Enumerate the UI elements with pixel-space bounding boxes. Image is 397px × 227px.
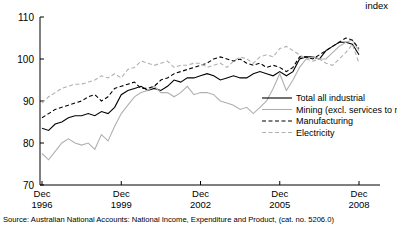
x-tick-label: Dec2005 [269, 188, 290, 210]
x-tick-label-line: 1996 [31, 199, 52, 210]
y-axis-label: index [365, 0, 388, 11]
x-tick [121, 181, 122, 185]
source-note: Source: Australian National Accounts: Na… [3, 215, 334, 224]
legend-label: Mining (excl. services to mining) [296, 105, 397, 115]
x-tick-label: Dec2002 [190, 188, 211, 210]
x-tick-label-line: Dec [271, 188, 288, 199]
x-tick-label: Dec1999 [111, 188, 132, 210]
x-tick-label-line: Dec [192, 188, 209, 199]
x-tick-label-line: 2002 [190, 199, 211, 210]
y-tick-label: 110 [18, 12, 34, 23]
y-tick [40, 143, 44, 144]
y-tick [40, 17, 44, 18]
legend-label: Total all industrial [296, 93, 365, 103]
x-tick-label: Dec2008 [348, 188, 369, 210]
x-tick-label: Dec1996 [31, 188, 52, 210]
y-tick-label: 90 [23, 96, 35, 107]
x-tick-label-line: 2008 [348, 199, 369, 210]
x-tick [200, 181, 201, 185]
x-tick-label-line: 2005 [269, 199, 290, 210]
legend-swatch [262, 97, 292, 98]
y-tick-label: 80 [23, 138, 35, 149]
legend-swatch [262, 120, 292, 121]
x-tick [279, 181, 280, 185]
x-tick [359, 181, 360, 185]
legend-label: Electricity [296, 128, 335, 138]
legend-swatch [262, 132, 292, 133]
x-tick-label-line: Dec [351, 188, 368, 199]
x-tick-label-line: Dec [113, 188, 130, 199]
x-axis [40, 185, 380, 186]
legend-label: Manufacturing [296, 116, 353, 126]
series-line [42, 42, 359, 130]
x-tick [42, 181, 43, 185]
legend-swatch [262, 109, 292, 110]
y-tick [40, 59, 44, 60]
y-tick-label: 100 [17, 54, 34, 65]
chart: 708090100110Dec1996Dec1999Dec2002Dec2005… [0, 0, 397, 227]
x-tick-label-line: Dec [34, 188, 51, 199]
x-tick-label-line: 1999 [111, 199, 132, 210]
